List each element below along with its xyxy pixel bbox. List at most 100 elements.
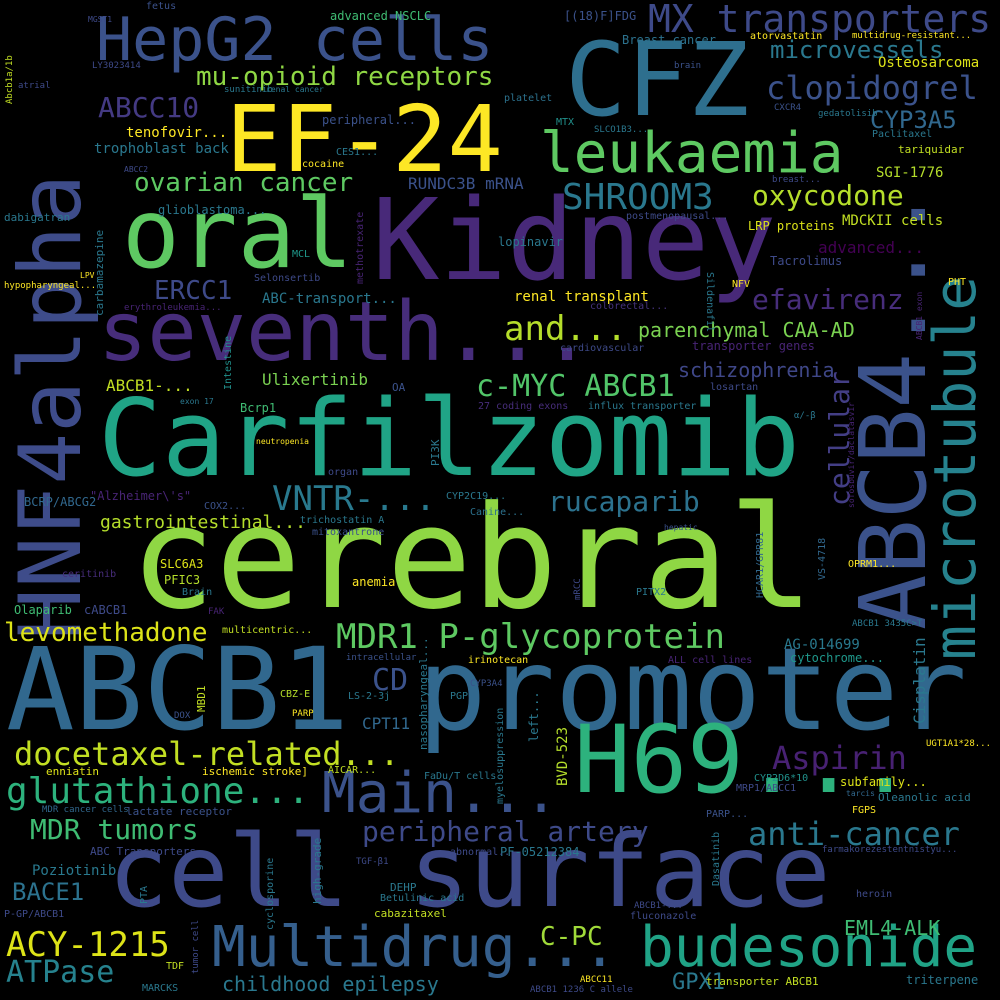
word: CD [372,663,409,698]
word: enniatin [46,765,99,778]
word: budesonide [640,915,978,980]
word: BACE1 [12,878,85,906]
word: GPX1 [672,970,725,995]
word: sofosbuvir/daclatasvir [847,402,856,508]
word: Carfilzomib [98,377,800,500]
word: fetus [146,1,177,12]
word: heroin [856,889,893,900]
word: OA [392,381,406,394]
word: cabazitaxel [374,907,447,920]
word: renal cancer [266,85,324,94]
word: PF-05212384 [500,845,580,859]
word: MARCKS [142,983,179,994]
word: SHROOM3 [562,177,714,218]
word: ABCB1 promoter [6,623,967,756]
word: erythroleukemia... [124,303,222,313]
word: multicentric... [222,625,313,636]
word: HepG2 cells [96,5,494,75]
word: lactate receptor [126,805,232,818]
word: and... [504,309,627,349]
word: SGI-1776 [876,165,944,181]
word: PHT [948,277,967,288]
word: SLCO1B3... [594,125,649,135]
word: VS-4718 [817,537,828,580]
word: multidrug-resistant... [852,31,972,41]
word: nasopharyngeal... [417,637,430,750]
word: ABCB1 3435C>T [852,619,923,629]
word: cocaine [302,159,345,170]
word: peripheral artery [362,815,649,848]
word: α/-β [794,411,816,421]
word: colorectal... [590,301,669,312]
word: breast... [772,175,821,185]
word: P-GP/ABCB1 [4,909,65,920]
word: transporter genes [692,339,815,353]
word: COX2... [204,501,247,512]
word: mRCC [573,578,583,600]
word: MDR cancer cells [42,805,129,815]
word: Aspirin [772,739,907,777]
word: Poziotinib [32,863,117,879]
word: UGT1A1*28... [926,739,992,749]
word: cardiovascular [560,343,645,354]
word: ACY-1215 [6,925,170,965]
word: CBZ-E [280,689,311,700]
word: microvessels [770,36,944,64]
word: oxycodone [752,179,904,212]
word: sunitinib [224,85,273,95]
word: exon 17 [180,397,214,406]
word: Multidrug... [212,915,617,980]
word: Bcrp1 [240,401,277,415]
word: Selonsertib [254,273,321,284]
word: PFIC3 [164,573,201,587]
word: H69... [574,706,914,815]
word: HCAR1/GPR81 [755,531,766,598]
word: ABCC11 [580,975,613,985]
word: PITX2 [636,587,667,598]
word: ABCB1 exon [915,291,924,340]
word: tarcis [846,789,875,798]
word: tumor cell [191,919,201,974]
word: EML4-ALK [844,916,941,940]
word: advanced... [818,238,924,257]
word: tariquidar [898,143,965,156]
word: DOX [174,711,191,721]
word: Dasatinib [711,831,722,886]
word: leukaemia [540,121,844,186]
word: VNTR-... [272,479,436,519]
word: platelet [504,93,553,104]
word: ABCB1-... [106,376,193,395]
word: MX transporters [648,0,992,41]
word: ALL cell lines [668,655,753,666]
word: renal transplant [514,289,649,305]
word: TGF-β1 [356,857,389,867]
word: AICAR... [328,765,377,776]
word: myelosuppression [495,707,506,804]
word: CPT11 [362,714,411,733]
word: CYP2D6*10 [754,773,809,784]
word: anti-cancer [748,815,960,853]
word: PI3K [429,439,442,467]
word: CYP3A4 [470,679,503,689]
word: Canine... [470,507,525,518]
word: rucaparib [548,485,700,518]
word: anemia [352,575,396,589]
word: clopidogrel [766,69,978,107]
word: MBD1 [195,685,208,713]
word: MDR1 P-glycoprotein [336,617,725,657]
word: microtubule [921,275,989,660]
word: c-MYC ABCB1 [476,369,675,404]
word: CYP3A5 [870,106,957,134]
word: farmakorezestentnistyu... [822,845,958,855]
word: LRP proteins [748,219,835,233]
word: Brain [182,587,213,598]
word: DEHP [390,881,417,894]
word: postmenopausal... [626,211,729,222]
word: Olaparib [14,603,72,617]
word: Main... [322,761,559,826]
word: "Alzheimer\'s" [90,489,192,503]
word: gedatolisib [818,109,878,119]
word: ovarian cancer [134,168,354,198]
word: CXCR4 [774,103,802,113]
word: losartan [710,382,759,393]
